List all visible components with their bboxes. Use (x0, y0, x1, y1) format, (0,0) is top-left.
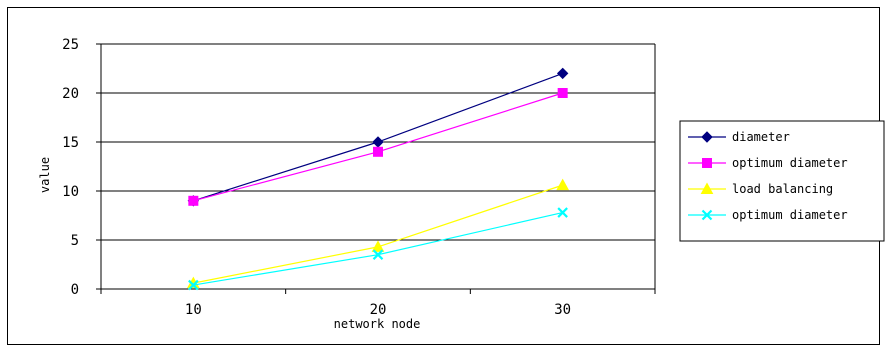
x-tick-labels: 10 20 30 (185, 302, 571, 318)
y-tick-label: 5 (71, 233, 79, 249)
y-tick-label: 0 (71, 282, 79, 298)
legend-entry: load balancing (688, 182, 833, 196)
legend-marker (701, 209, 713, 221)
x-tick-label: 30 (554, 302, 571, 318)
data-point (372, 136, 384, 148)
y-tick-labels: 0 5 10 15 20 25 (62, 37, 79, 298)
y-tick-label: 10 (62, 184, 79, 200)
series-0 (187, 67, 569, 207)
series-line (193, 184, 563, 284)
legend-label: optimum diameter (732, 208, 848, 222)
legend-box (679, 120, 885, 242)
series-3 (188, 207, 568, 291)
data-point (373, 146, 383, 157)
legend-marker (702, 158, 712, 168)
legend-label: optimum diameter (732, 156, 848, 170)
y-tick-label: 25 (62, 37, 79, 53)
legend-label: diameter (732, 130, 790, 144)
y-axis-label: value (38, 157, 52, 193)
x-tick-label: 10 (185, 302, 202, 318)
x-tick-label: 20 (370, 302, 387, 318)
legend-entry: diameter (688, 130, 790, 144)
y-tick-label: 15 (62, 135, 79, 151)
data-point (557, 88, 568, 98)
series-2 (186, 178, 570, 289)
legend-label: load balancing (732, 182, 833, 196)
data-point (556, 178, 570, 191)
axes (96, 43, 656, 294)
legend-entry: optimum diameter (688, 156, 848, 170)
data-point (188, 279, 199, 291)
data-point (557, 207, 568, 218)
data-point (556, 67, 569, 80)
legend: diameter optimum diameter load balancing op… (688, 130, 848, 222)
legend-marker (700, 182, 714, 194)
legend-marker (701, 131, 713, 143)
x-axis-label: network node (334, 317, 421, 331)
legend-entry: optimum diameter (688, 208, 848, 222)
data-point (371, 240, 385, 252)
data-point (188, 195, 199, 206)
data-point (372, 249, 384, 260)
series-layer (186, 67, 570, 291)
y-tick-label: 20 (62, 86, 79, 102)
grid-lines (101, 43, 655, 241)
series-1 (188, 88, 568, 206)
